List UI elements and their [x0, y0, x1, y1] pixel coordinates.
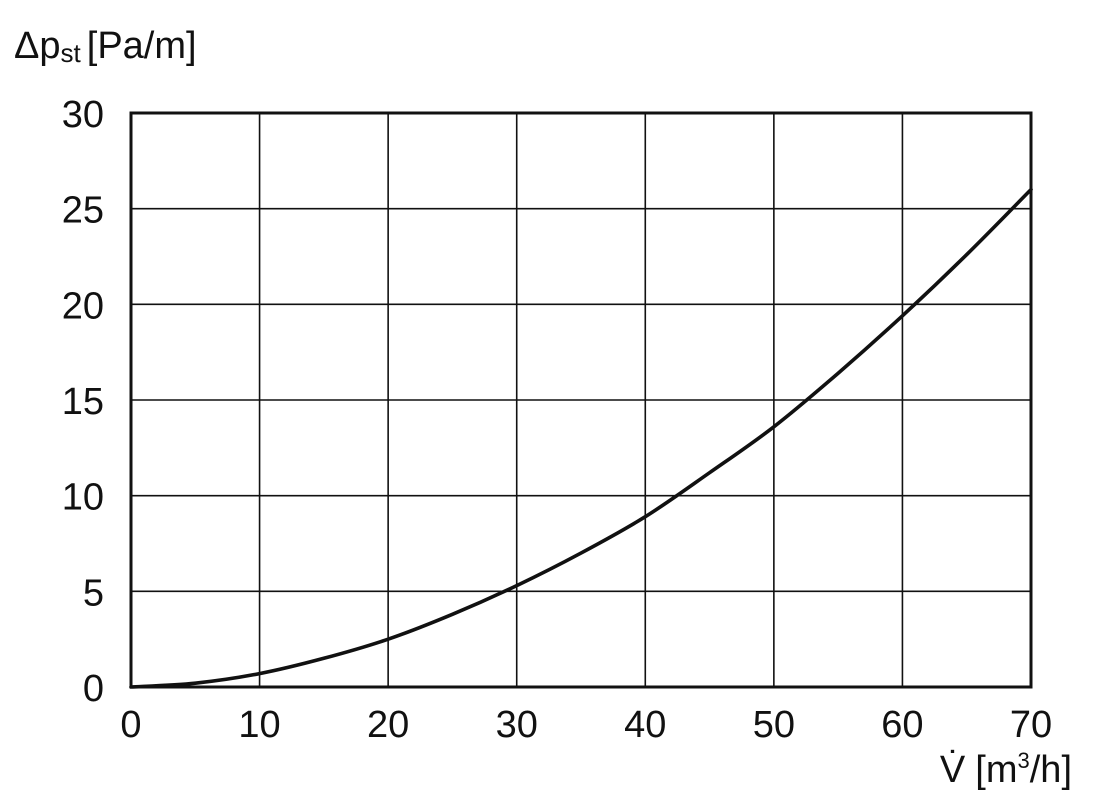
series-line [129, 187, 1033, 689]
x-tick-label: 10 [238, 704, 280, 746]
y-tick-label: 20 [62, 285, 104, 327]
tick-labels: 0 10 20 30 40 50 60 70 0 5 10 15 20 25 30 [62, 94, 1052, 746]
x-tick-label: 40 [624, 704, 666, 746]
y-tick-label: 5 [83, 572, 104, 614]
x-tick-label: 60 [881, 704, 923, 746]
grid [131, 113, 1031, 687]
y-tick-label: 15 [62, 381, 104, 423]
x-tick-label: 70 [1010, 704, 1052, 746]
y-tick-label: 10 [62, 477, 104, 519]
y-tick-label: 0 [83, 668, 104, 710]
x-tick-label: 20 [367, 704, 409, 746]
plot-frame [129, 111, 1033, 689]
y-axis-label: Δpst [Pa/m] [14, 25, 197, 68]
x-tick-label: 50 [753, 704, 795, 746]
x-tick-label: 0 [120, 704, 141, 746]
x-axis-label: V̇ [m3/h] [940, 748, 1072, 791]
y-tick-label: 30 [62, 94, 104, 136]
x-tick-label: 30 [496, 704, 538, 746]
y-tick-label: 25 [62, 190, 104, 232]
series-layer [129, 187, 1033, 689]
